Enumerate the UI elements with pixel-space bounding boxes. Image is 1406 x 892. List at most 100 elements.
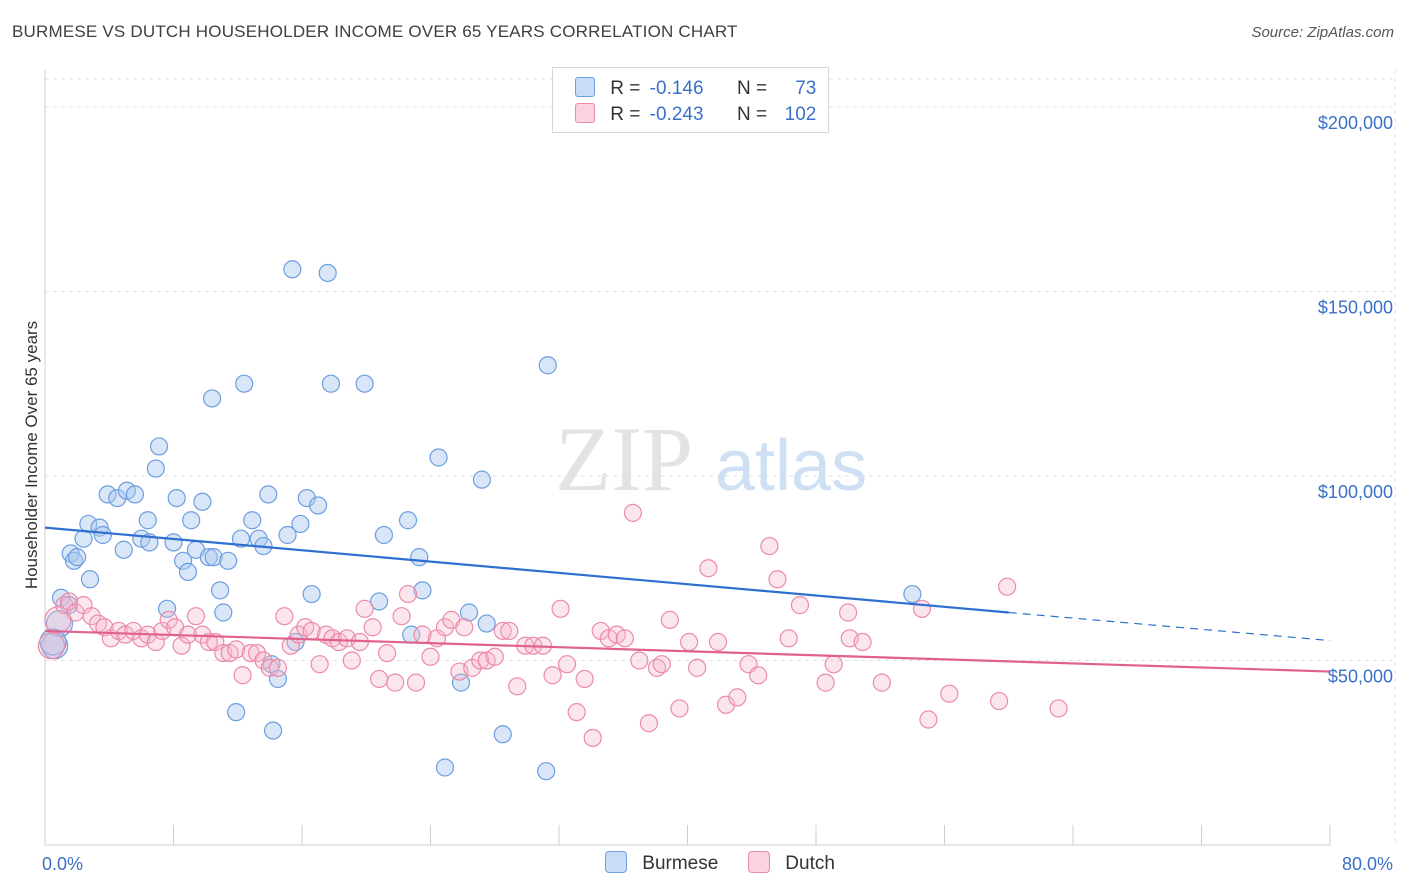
dutch-point-60 xyxy=(455,618,474,637)
dutch-point-111 xyxy=(839,603,858,622)
burmese-point-14 xyxy=(125,485,145,504)
dutch-point-89 xyxy=(688,658,707,677)
dutch-point-100 xyxy=(816,673,835,692)
dutch-point-105 xyxy=(919,710,938,729)
dutch-point-6 xyxy=(82,607,101,626)
dutch-point-109 xyxy=(1049,699,1068,718)
burmese-point-25 xyxy=(182,511,201,530)
dutch-point-30 xyxy=(247,643,267,663)
y-tick-label-0: $50,000 xyxy=(1328,666,1393,686)
bottom-legend-label-burmese: Burmese xyxy=(642,853,719,874)
burmese-point-44 xyxy=(278,525,297,545)
dutch-point-110 xyxy=(912,599,932,618)
dutch-point-74 xyxy=(567,703,586,722)
dutch-point-83 xyxy=(639,714,659,733)
dutch-point-73 xyxy=(557,655,577,674)
burmese-point-49 xyxy=(302,584,321,604)
burmese-point-6 xyxy=(80,570,100,589)
dutch-point-85 xyxy=(652,655,671,674)
dutch-point-17 xyxy=(159,610,178,629)
burmese-point-61 xyxy=(435,758,455,777)
burmese-point-37 xyxy=(243,511,262,530)
burmese-point-12 xyxy=(114,540,133,559)
legend-n-label: N = xyxy=(736,78,768,99)
trend-lines xyxy=(44,526,1331,673)
burmese-point-16 xyxy=(138,511,157,530)
burmese-point-59 xyxy=(413,581,432,600)
y-axis-label: Householder Income Over 65 years xyxy=(22,321,41,589)
dutch-point-93 xyxy=(728,688,747,707)
watermark-zip: ZIP xyxy=(555,408,693,510)
dutch-point-80 xyxy=(615,629,634,648)
dutch-point-71 xyxy=(543,666,562,685)
burmese-point-19 xyxy=(149,437,169,456)
source-label: Source: ZipAtlas.com xyxy=(1251,24,1394,41)
dutch-point-104 xyxy=(872,673,891,692)
dutch-point-99 xyxy=(790,596,810,615)
legend-r-value: -0.243 xyxy=(649,104,704,125)
legend-row-burmese: R = -0.146 N = 73 xyxy=(575,77,816,101)
y-tick-labels: $50,000 $100,000 $150,000 $200,000 xyxy=(1318,113,1393,687)
burmese-point-11 xyxy=(108,488,127,508)
dutch-point-108 xyxy=(998,577,1017,596)
bottom-legend-swatch-burmese xyxy=(605,851,627,873)
dutch-point-57 xyxy=(435,618,455,637)
burmese-point-31 xyxy=(210,581,230,600)
x-tick-label-0: 0.0% xyxy=(42,854,83,874)
dutch-point-33 xyxy=(268,658,288,677)
dutch-point-87 xyxy=(670,699,689,718)
dutch-point-98 xyxy=(779,629,798,648)
legend-n-value: 102 xyxy=(784,104,817,125)
burmese-point-45 xyxy=(283,260,302,279)
dutch-point-44 xyxy=(342,651,361,670)
legend-r-value: -0.146 xyxy=(649,78,704,99)
y-tick-label-1: $100,000 xyxy=(1318,482,1393,502)
dutch-point-55 xyxy=(421,647,440,666)
dutch-point-75 xyxy=(575,669,594,689)
burmese-point-60 xyxy=(429,448,448,467)
dutch-point-65 xyxy=(493,621,512,641)
dutch-point-90 xyxy=(699,559,718,578)
y-tick-label-2: $150,000 xyxy=(1318,297,1393,317)
dutch-point-8 xyxy=(95,618,114,637)
dutch-point-51 xyxy=(392,607,411,626)
y-tick-label-3: $200,000 xyxy=(1318,113,1393,133)
dutch-point-103 xyxy=(853,632,872,652)
dutch-point-21 xyxy=(186,607,206,626)
correlation-legend: R = -0.146 N = 73 R = -0.243 N = 102 xyxy=(552,67,829,133)
bottom-legend-burmese: Burmese xyxy=(605,851,718,875)
burmese-point-29 xyxy=(204,548,223,567)
dutch-point-23 xyxy=(199,632,218,652)
burmese-point-23 xyxy=(174,551,193,570)
dutch-point-3 xyxy=(59,592,79,611)
bottom-legend-dutch: Dutch xyxy=(748,851,835,875)
burmese-point-36 xyxy=(235,374,254,393)
burmese-point-53 xyxy=(355,374,374,393)
burmese-trend-line xyxy=(44,526,1009,614)
dutch-point-62 xyxy=(471,651,490,670)
burmese-point-40 xyxy=(259,485,278,504)
dutch-point-72 xyxy=(551,599,570,618)
dutch-point-81 xyxy=(623,503,642,522)
burmese-point-9 xyxy=(93,525,112,545)
burmese-point-10 xyxy=(98,485,117,504)
burmese-point-48 xyxy=(297,488,316,508)
axes xyxy=(44,70,1331,846)
burmese-point-47 xyxy=(291,514,310,534)
burmese-point-69 xyxy=(903,584,922,604)
burmese-point-28 xyxy=(199,548,218,567)
dutch-point-106 xyxy=(940,684,959,703)
burmese-point-54 xyxy=(370,592,389,611)
burmese-point-32 xyxy=(214,603,233,622)
bottom-legend-label-dutch: Dutch xyxy=(785,853,835,874)
dutch-point-48 xyxy=(370,669,389,689)
dutch-point-97 xyxy=(768,570,787,589)
watermark: ZIP atlas xyxy=(555,408,867,510)
legend-r-label: R = xyxy=(610,78,641,99)
dutch-point-76 xyxy=(583,728,602,748)
burmese-point-55 xyxy=(374,525,394,545)
dutch-point-66 xyxy=(500,621,519,641)
burmese-point-21 xyxy=(164,533,183,552)
burmese-point-22 xyxy=(167,488,186,508)
